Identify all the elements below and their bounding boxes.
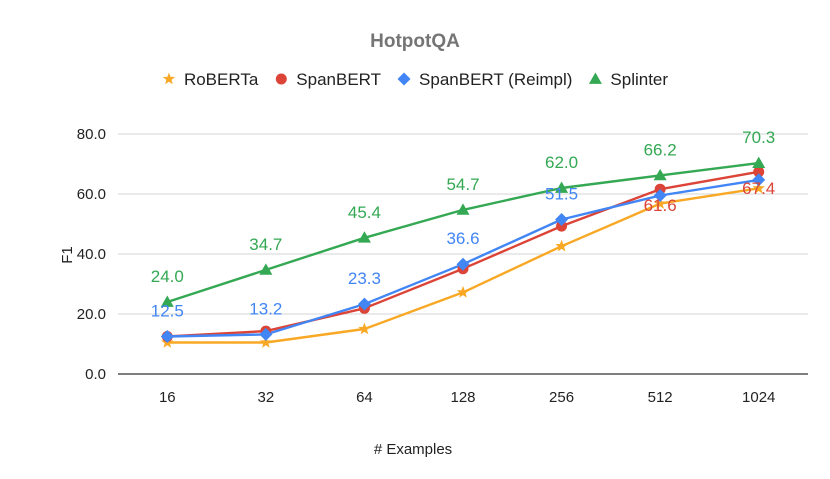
data-label-spanbert-reimpl: 12.5 [151,302,184,321]
point-spanbert-reimpl [160,330,174,343]
legend-item: SpanBERT [275,70,381,89]
x-tick-label: 1024 [742,389,775,406]
data-label-spanbert-reimpl: 51.5 [545,185,578,204]
point-spanbert-reimpl [555,213,569,226]
legend-marker-icon [162,72,176,85]
point-roberta [752,181,765,194]
x-tick-label: 256 [549,389,574,406]
x-tick-label: 64 [356,389,373,406]
point-roberta [456,285,470,298]
x-tick-label: 512 [648,389,673,406]
data-label-spanbert-reimpl: 13.2 [249,299,282,318]
legend-label: RoBERTa [184,70,259,89]
legend-marker-icon [588,72,602,84]
point-spanbert-reimpl [357,297,371,311]
data-label-spanbert-reimpl: 23.3 [348,269,381,288]
legend-label: SpanBERT [296,70,381,89]
point-spanbert-reimpl [752,173,766,187]
data-label-splinter: 62.0 [545,153,578,172]
legend: RoBERTa SpanBERT SpanBERT (Reimpl) Splinter [162,70,668,89]
legend-marker-icon [275,73,287,85]
x-axis-ticks: 16 32 64 128 256 512 1024 [159,389,775,406]
point-spanbert-reimpl [653,189,667,202]
legend-marker-icon [397,72,411,86]
point-splinter [752,156,766,168]
legend-item: SpanBERT (Reimpl) [397,70,572,89]
data-label-splinter: 24.0 [151,267,184,286]
x-axis-label: # Examples [374,441,452,458]
gridlines [118,133,808,375]
point-spanbert [556,220,568,232]
data-label-splinter: 70.3 [742,128,775,147]
point-splinter [456,203,470,215]
legend-label: Splinter [610,70,668,89]
point-splinter [160,295,174,307]
y-tick-label: 20.0 [77,306,106,323]
x-tick-label: 32 [258,389,275,406]
point-splinter [357,231,371,243]
legend-label: SpanBERT (Reimpl) [419,70,572,89]
point-splinter [653,168,667,181]
data-label-splinter: 34.7 [249,235,282,254]
data-label-splinter: 54.7 [446,175,479,194]
data-label-spanbert: 61.6 [644,196,677,215]
data-label-spanbert: 67.4 [742,179,775,198]
legend-item: RoBERTa [162,70,259,89]
x-tick-label: 128 [450,389,475,406]
point-spanbert [753,166,765,178]
point-spanbert-reimpl [456,257,470,271]
legend-item: Splinter [588,70,668,89]
point-splinter [259,263,273,275]
data-label-splinter: 45.4 [348,203,381,222]
data-label-spanbert-reimpl: 36.6 [446,229,479,248]
point-spanbert-reimpl [259,327,273,341]
y-axis-ticks: 0.0 20.0 40.0 60.0 80.0 [77,126,106,383]
point-roberta [259,336,273,348]
y-tick-label: 0.0 [85,366,106,383]
y-tick-label: 60.0 [77,186,106,203]
y-axis-label: F1 [59,246,76,264]
y-tick-label: 40.0 [77,246,106,263]
data-labels: 61.6 67.4 12.5 13.2 23.3 36.6 51.5 24.0 34.7 45.4… [151,128,776,320]
point-roberta [555,239,568,252]
data-label-splinter: 66.2 [644,140,677,159]
x-tick-label: 16 [159,389,176,406]
series-markers [160,156,766,348]
point-splinter [555,181,569,193]
y-tick-label: 80.0 [77,126,106,143]
point-roberta [653,197,667,209]
point-roberta [358,322,371,335]
chart-title: HotpotQA [370,31,460,52]
